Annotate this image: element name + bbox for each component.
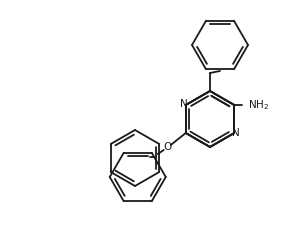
Text: N: N — [180, 99, 188, 109]
Text: N: N — [232, 128, 240, 138]
Text: NH$_2$: NH$_2$ — [248, 98, 269, 112]
Text: O: O — [163, 142, 172, 152]
